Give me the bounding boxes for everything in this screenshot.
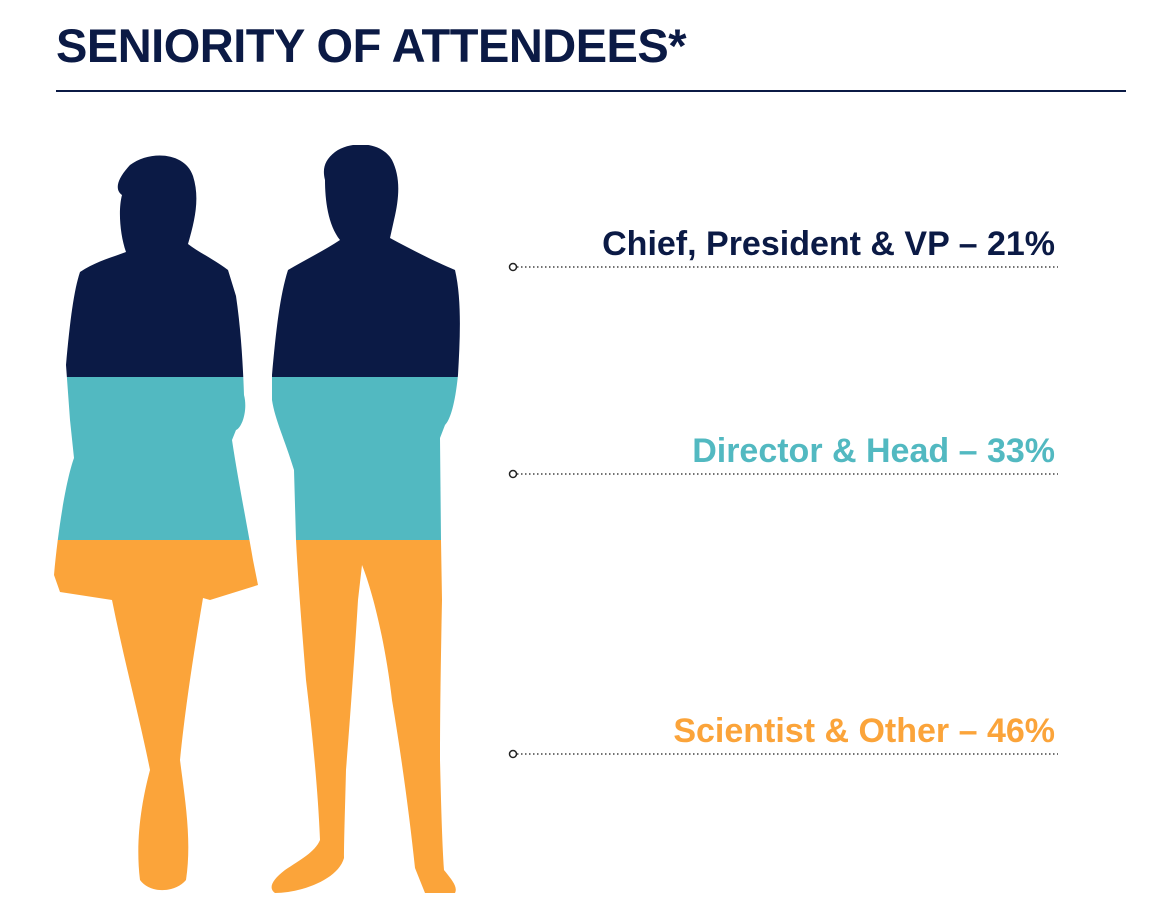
band-director (54, 377, 460, 540)
label-director: Director & Head – 33% (692, 432, 1055, 470)
leader-dot-chief (508, 262, 518, 272)
band-chief (54, 145, 460, 377)
page-title: SENIORITY OF ATTENDEES* (56, 19, 687, 72)
label-scientist: Scientist & Other – 46% (673, 712, 1055, 750)
title-divider (56, 90, 1126, 92)
label-chief: Chief, President & VP – 21% (602, 225, 1055, 263)
leader-dot-director (508, 469, 518, 479)
band-scientist (54, 540, 460, 893)
leader-dot-scientist (508, 749, 518, 759)
